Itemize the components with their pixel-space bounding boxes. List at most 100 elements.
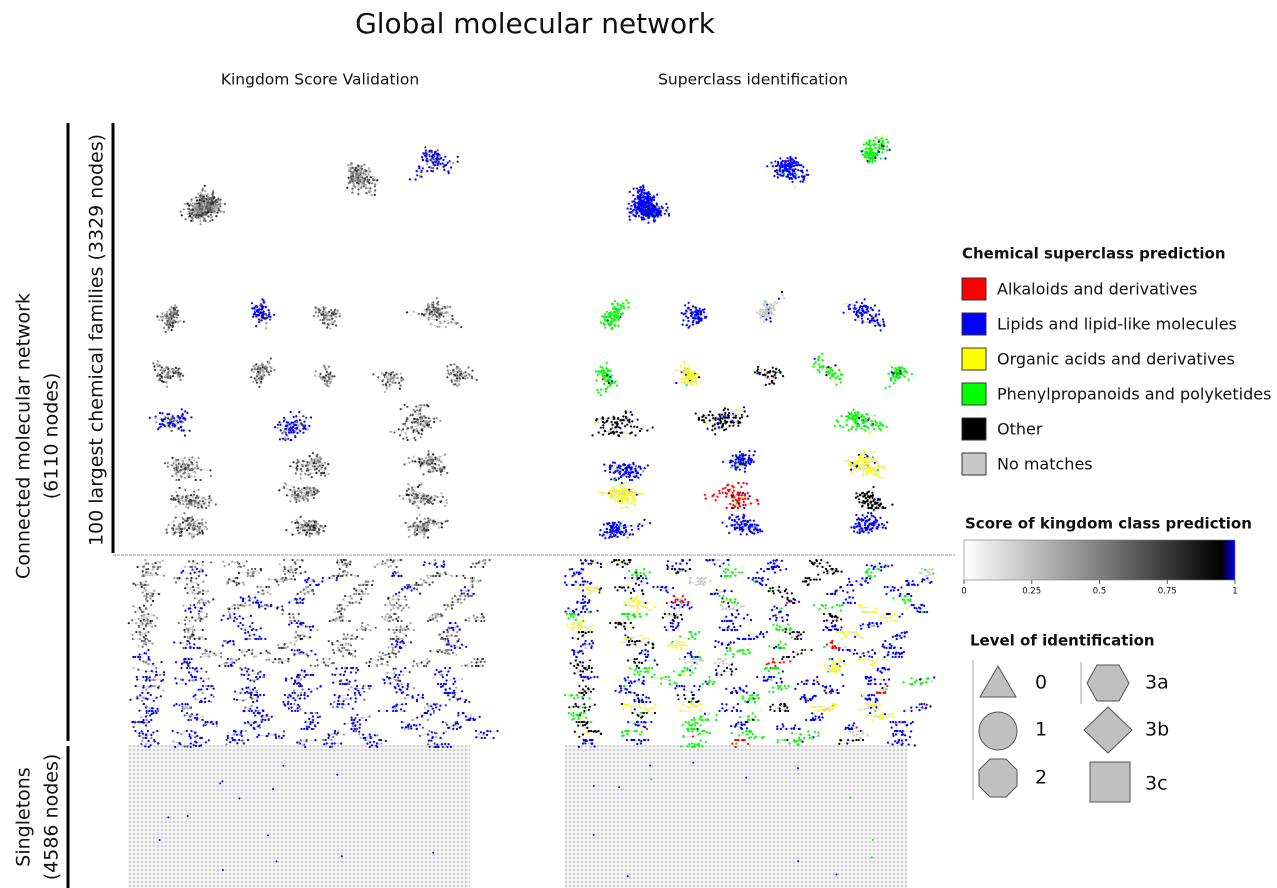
network-node: [374, 189, 376, 191]
network-node: [143, 565, 145, 567]
network-node: [358, 593, 360, 595]
network-node: [327, 315, 329, 317]
network-node: [233, 620, 235, 622]
network-node: [199, 532, 201, 534]
network-node: [426, 170, 428, 172]
network-node: [194, 500, 196, 502]
network-node: [192, 220, 194, 222]
network-node: [152, 362, 154, 364]
network-node: [191, 633, 193, 635]
network-node: [314, 739, 316, 741]
network-node: [310, 629, 312, 631]
network-node: [642, 213, 644, 215]
network-node: [273, 314, 275, 316]
network-node: [385, 654, 387, 656]
network-node: [278, 737, 280, 739]
network-node: [343, 633, 345, 635]
network-node: [283, 487, 285, 489]
network-node: [395, 572, 397, 574]
network-node: [289, 465, 291, 467]
network-node: [149, 622, 151, 624]
network-node: [201, 737, 203, 739]
network-node: [303, 676, 305, 678]
network-node: [439, 420, 441, 422]
network-node: [447, 520, 449, 522]
network-node: [416, 505, 418, 507]
network-node: [458, 384, 460, 386]
network-node: [282, 577, 284, 579]
network-node: [443, 683, 445, 685]
network-node: [312, 589, 314, 591]
network-node: [461, 678, 463, 680]
network-node: [410, 414, 412, 416]
network-node: [201, 611, 203, 613]
network-node: [392, 598, 394, 600]
network-node: [338, 703, 340, 705]
network-node: [362, 182, 364, 184]
network-node: [338, 649, 340, 651]
network-node: [263, 674, 265, 676]
network-node: [487, 730, 489, 732]
network-node: [484, 562, 486, 564]
network-edges: [244, 706, 264, 711]
network-node: [413, 724, 415, 726]
network-node: [248, 595, 250, 597]
network-node: [479, 716, 481, 718]
network-node: [296, 568, 298, 570]
network-node: [145, 643, 147, 645]
network-node: [354, 688, 356, 690]
network-node: [356, 182, 358, 184]
network-node: [475, 736, 477, 738]
network-node: [178, 523, 180, 525]
network-node: [421, 313, 423, 315]
network-node: [380, 658, 382, 660]
network-node: [265, 327, 267, 329]
network-node: [315, 370, 317, 372]
network-node: [138, 625, 140, 627]
network-node: [206, 200, 208, 202]
network-node: [349, 563, 351, 565]
network-node: [426, 404, 428, 406]
network-node: [150, 620, 152, 622]
network-node: [427, 463, 429, 465]
network-node: [153, 365, 155, 367]
network-node: [262, 589, 264, 591]
network-node: [176, 682, 178, 684]
network-node: [477, 658, 479, 660]
network-node: [388, 385, 390, 387]
network-node: [297, 494, 299, 496]
network-edges: [311, 659, 334, 666]
network-node: [326, 317, 328, 319]
network-node: [177, 374, 179, 376]
network-node: [298, 685, 300, 687]
network-node: [413, 311, 415, 313]
network-node: [349, 595, 351, 597]
network-node: [454, 626, 456, 628]
network-node: [296, 465, 298, 467]
network-node: [350, 597, 352, 599]
network-node: [427, 501, 429, 503]
network-node: [208, 655, 210, 657]
network-node: [189, 647, 191, 649]
network-node: [167, 466, 169, 468]
network-node: [305, 674, 307, 676]
network-node: [362, 685, 364, 687]
network-node: [164, 462, 166, 464]
network-node: [337, 559, 339, 561]
network-node: [162, 317, 164, 319]
network-node: [411, 719, 413, 721]
network-node: [220, 656, 222, 658]
network-node: [351, 638, 353, 640]
network-node: [292, 697, 294, 699]
network-node: [358, 731, 360, 733]
network-node: [159, 674, 161, 676]
network-node: [374, 183, 376, 185]
network-node: [146, 721, 148, 723]
network-edges: [280, 560, 303, 567]
network-node: [422, 727, 424, 729]
network-node: [184, 528, 186, 530]
network-node: [329, 746, 331, 748]
network-node: [195, 208, 197, 210]
network-node: [393, 668, 395, 670]
network-node: [432, 170, 434, 172]
